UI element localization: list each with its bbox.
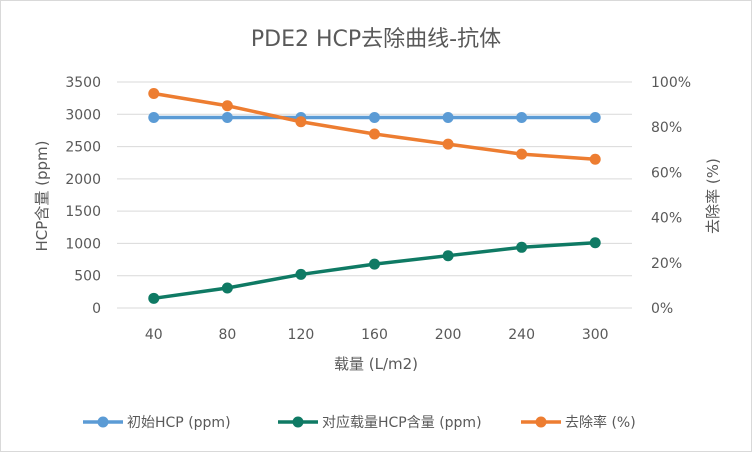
y-tick-label: 3000: [65, 107, 101, 123]
legend-marker-1: [292, 416, 304, 428]
y-axis-label: HCP含量 (ppm): [33, 141, 51, 252]
left-axis-ticks: 0 500 1000 1500 2000 2500 3000 3500: [65, 75, 101, 317]
x-tick-label: 40: [145, 327, 163, 343]
y2-tick-label: 20%: [651, 256, 682, 272]
data-point-2-1: [221, 100, 233, 112]
data-point-0-6: [589, 112, 601, 124]
data-point-0-5: [516, 112, 528, 124]
x-tick-label: 120: [288, 327, 315, 343]
y2-axis-label: 去除率 (%): [704, 158, 722, 234]
data-point-2-5: [516, 148, 528, 160]
y-tick-label: 0: [92, 301, 101, 317]
y2-tick-label: 40%: [651, 211, 682, 227]
data-point-2-4: [442, 138, 454, 150]
y2-tick-label: 0%: [651, 301, 673, 317]
y-tick-label: 2000: [65, 172, 101, 188]
chart-title: PDE2 HCP去除曲线-抗体: [251, 27, 501, 52]
series-line-2: [152, 91, 597, 162]
legend-label: 对应载量HCP含量 (ppm): [322, 414, 482, 431]
x-tick-label: 200: [435, 327, 462, 343]
data-point-0-4: [442, 112, 454, 124]
x-axis-ticks: 40 80 120 160 200 240 300: [145, 327, 609, 343]
legend-label: 去除率 (%): [565, 414, 636, 431]
series-line-1: [152, 241, 597, 301]
x-tick-label: 240: [508, 327, 535, 343]
gridlines: [117, 81, 632, 309]
y2-tick-label: 100%: [651, 75, 691, 91]
series-group: [148, 88, 601, 304]
legend-marker-2: [535, 416, 547, 428]
data-point-1-2: [295, 268, 307, 280]
y-tick-label: 1500: [65, 204, 101, 220]
data-point-1-4: [442, 250, 454, 262]
data-point-2-0: [148, 88, 160, 100]
y2-tick-label: 80%: [651, 120, 682, 136]
data-point-1-0: [148, 292, 160, 304]
data-point-0-3: [369, 112, 380, 124]
legend: 初始HCP (ppm) 对应载量HCP含量 (ppm) 去除率 (%): [83, 414, 636, 431]
data-point-0-0: [148, 112, 160, 124]
x-tick-label: 80: [218, 327, 236, 343]
data-point-2-2: [295, 116, 307, 128]
x-axis-label: 载量 (L/m2): [334, 355, 418, 373]
legend-label: 初始HCP (ppm): [127, 414, 231, 431]
y-tick-label: 2500: [65, 140, 101, 156]
y-tick-label: 3500: [65, 75, 101, 91]
data-point-2-3: [369, 128, 380, 140]
data-point-1-6: [589, 237, 601, 249]
x-tick-label: 300: [582, 327, 609, 343]
data-point-1-3: [369, 258, 380, 270]
data-point-1-5: [516, 241, 528, 253]
y-tick-label: 1000: [65, 236, 101, 252]
data-point-0-1: [221, 112, 233, 124]
y-tick-label: 500: [74, 269, 101, 285]
data-point-1-1: [221, 282, 233, 294]
legend-marker-0: [97, 416, 109, 428]
x-tick-label: 160: [361, 327, 388, 343]
right-axis-ticks: 0% 20% 40% 60% 80% 100%: [651, 75, 691, 317]
y2-tick-label: 60%: [651, 165, 682, 181]
data-point-2-6: [589, 153, 601, 165]
